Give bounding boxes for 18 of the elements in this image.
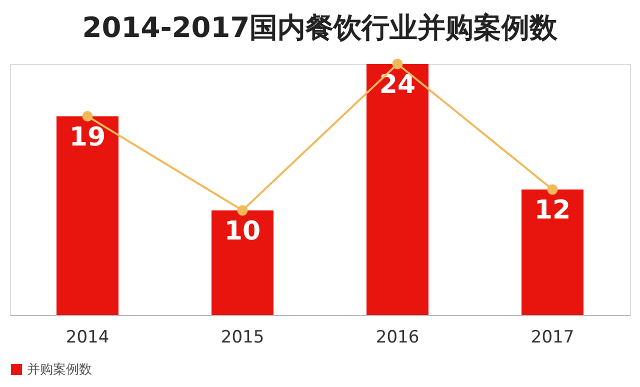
point (392, 58, 403, 70)
x-tick-label: 2014 (66, 328, 110, 348)
x-tick-label: 2017 (530, 328, 574, 348)
point (547, 184, 558, 195)
data-label: 10 (224, 216, 261, 246)
x-tick-label: 2015 (220, 328, 264, 348)
data-label: 24 (379, 70, 416, 100)
bar (212, 210, 274, 315)
point (82, 111, 93, 122)
chart-title: 2014-2017国内餐饮行业并购案例数 (82, 10, 559, 44)
bar (56, 116, 118, 315)
point (237, 205, 248, 216)
bar (366, 64, 428, 315)
data-label: 12 (534, 196, 571, 226)
data-label: 19 (69, 122, 106, 152)
x-tick-label: 2016 (376, 328, 420, 348)
legend-label: 并购案例数 (27, 362, 92, 378)
bar (522, 190, 584, 315)
